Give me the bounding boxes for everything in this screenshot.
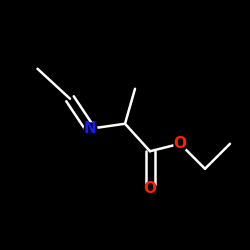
Text: O: O <box>174 136 186 151</box>
Text: N: N <box>84 121 96 136</box>
Text: O: O <box>144 181 156 196</box>
